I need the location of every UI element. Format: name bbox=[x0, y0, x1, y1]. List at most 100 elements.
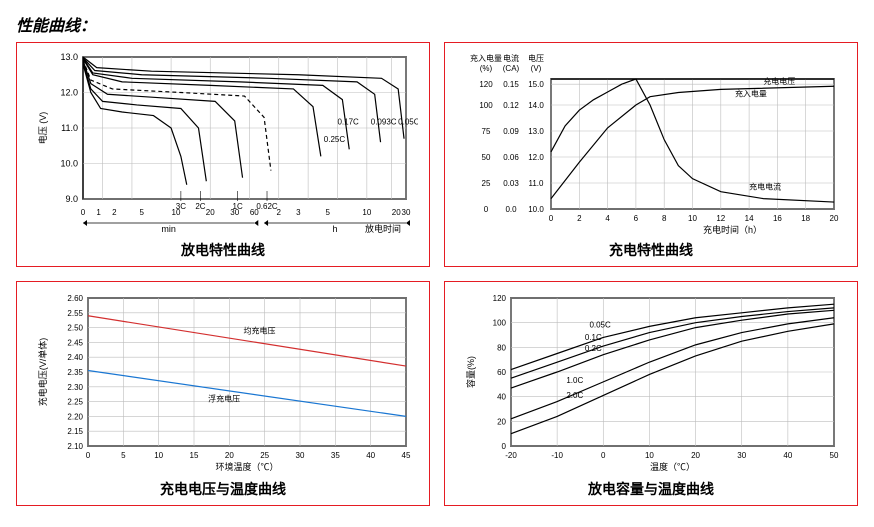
svg-text:15: 15 bbox=[190, 451, 199, 460]
svg-text:0.05C: 0.05C bbox=[398, 117, 418, 126]
svg-text:11.0: 11.0 bbox=[61, 123, 78, 133]
svg-text:1.0C: 1.0C bbox=[566, 376, 583, 385]
svg-text:5: 5 bbox=[325, 208, 330, 217]
svg-text:容量(%): 容量(%) bbox=[465, 356, 476, 388]
svg-text:2.60: 2.60 bbox=[67, 294, 83, 303]
svg-text:0: 0 bbox=[86, 451, 91, 460]
svg-text:30: 30 bbox=[296, 451, 305, 460]
svg-text:2C: 2C bbox=[195, 202, 205, 211]
svg-text:2.55: 2.55 bbox=[67, 309, 83, 318]
svg-text:30: 30 bbox=[230, 208, 239, 217]
svg-text:8: 8 bbox=[662, 214, 667, 223]
svg-text:2.20: 2.20 bbox=[67, 412, 83, 421]
svg-text:2: 2 bbox=[577, 214, 582, 223]
svg-text:10: 10 bbox=[172, 208, 181, 217]
svg-text:100: 100 bbox=[493, 319, 507, 328]
svg-text:9.0: 9.0 bbox=[65, 194, 78, 204]
svg-text:10: 10 bbox=[688, 214, 697, 223]
svg-text:浮充电压: 浮充电压 bbox=[208, 394, 240, 404]
panel-cap-temp: 020406080100120-20-1001020304050容量(%)温度（… bbox=[444, 281, 858, 506]
chart-charge: 充入电量(%)电流(CA)电压(V)00.010.0250.0311.0500.… bbox=[456, 49, 846, 234]
svg-text:5: 5 bbox=[140, 208, 145, 217]
chart-grid: 9.010.011.012.013.0电压 (V)3C2C1C0.62C0.25… bbox=[16, 42, 858, 506]
svg-text:温度（℃）: 温度（℃） bbox=[650, 461, 695, 472]
svg-text:10: 10 bbox=[362, 208, 371, 217]
svg-text:0: 0 bbox=[549, 214, 554, 223]
chart-cv-temp: 2.102.152.202.252.302.352.402.452.502.55… bbox=[28, 288, 418, 473]
svg-text:2.15: 2.15 bbox=[67, 427, 83, 436]
svg-text:充电电流: 充电电流 bbox=[749, 181, 781, 191]
svg-text:环境温度（℃）: 环境温度（℃） bbox=[215, 461, 278, 472]
svg-text:2.45: 2.45 bbox=[67, 338, 83, 347]
svg-text:10.0: 10.0 bbox=[528, 205, 544, 214]
svg-text:0.17C: 0.17C bbox=[337, 117, 359, 126]
svg-text:20: 20 bbox=[830, 214, 839, 223]
svg-text:50: 50 bbox=[830, 451, 839, 460]
svg-text:电流: 电流 bbox=[503, 53, 519, 63]
svg-text:0.12: 0.12 bbox=[503, 101, 519, 110]
svg-text:0.2C: 0.2C bbox=[585, 344, 602, 353]
svg-text:12: 12 bbox=[716, 214, 725, 223]
svg-text:0.05C: 0.05C bbox=[589, 321, 611, 330]
svg-text:12.0: 12.0 bbox=[528, 153, 544, 162]
svg-text:2: 2 bbox=[112, 208, 117, 217]
svg-text:min: min bbox=[161, 224, 176, 234]
svg-text:11.0: 11.0 bbox=[529, 179, 545, 188]
panel-discharge: 9.010.011.012.013.0电压 (V)3C2C1C0.62C0.25… bbox=[16, 42, 430, 267]
svg-text:4: 4 bbox=[605, 214, 610, 223]
svg-text:40: 40 bbox=[366, 451, 375, 460]
svg-text:电压 (V): 电压 (V) bbox=[37, 112, 48, 145]
panel-cv-temp: 2.102.152.202.252.302.352.402.452.502.55… bbox=[16, 281, 430, 506]
svg-text:充电时间（h）: 充电时间（h） bbox=[703, 224, 762, 234]
svg-text:25: 25 bbox=[482, 179, 491, 188]
svg-text:0.093C: 0.093C bbox=[371, 117, 397, 126]
svg-text:5: 5 bbox=[121, 451, 126, 460]
svg-text:2.10: 2.10 bbox=[67, 442, 83, 451]
svg-text:(V): (V) bbox=[531, 64, 542, 73]
svg-text:10: 10 bbox=[154, 451, 163, 460]
chart-cap-temp: 020406080100120-20-1001020304050容量(%)温度（… bbox=[456, 288, 846, 473]
svg-text:0.62C: 0.62C bbox=[256, 202, 278, 211]
svg-text:10.0: 10.0 bbox=[60, 159, 78, 169]
svg-text:2: 2 bbox=[277, 208, 282, 217]
svg-text:(CA): (CA) bbox=[503, 64, 520, 73]
svg-text:50: 50 bbox=[482, 153, 491, 162]
svg-text:2.50: 2.50 bbox=[67, 324, 83, 333]
svg-text:0: 0 bbox=[502, 442, 507, 451]
svg-text:6: 6 bbox=[634, 214, 639, 223]
svg-text:10: 10 bbox=[645, 451, 654, 460]
svg-text:0.09: 0.09 bbox=[503, 127, 519, 136]
svg-text:13.0: 13.0 bbox=[60, 52, 78, 62]
svg-text:0.25C: 0.25C bbox=[324, 135, 346, 144]
page-title: 性能曲线： bbox=[16, 12, 858, 36]
svg-text:-10: -10 bbox=[551, 451, 563, 460]
svg-text:0.0: 0.0 bbox=[505, 205, 517, 214]
caption-discharge: 放电特性曲线 bbox=[27, 240, 419, 260]
svg-text:40: 40 bbox=[783, 451, 792, 460]
svg-text:40: 40 bbox=[497, 393, 506, 402]
svg-text:0.15: 0.15 bbox=[503, 80, 519, 89]
svg-text:0.1C: 0.1C bbox=[585, 333, 602, 342]
svg-text:1: 1 bbox=[96, 208, 101, 217]
svg-text:60: 60 bbox=[250, 208, 259, 217]
svg-text:60: 60 bbox=[497, 368, 506, 377]
svg-text:12.0: 12.0 bbox=[60, 88, 78, 98]
svg-text:均充电压: 均充电压 bbox=[243, 326, 275, 336]
panel-charge: 充入电量(%)电流(CA)电压(V)00.010.0250.0311.0500.… bbox=[444, 42, 858, 267]
svg-text:(%): (%) bbox=[480, 64, 493, 73]
svg-text:充电电压(V/单体): 充电电压(V/单体) bbox=[37, 338, 48, 407]
svg-text:100: 100 bbox=[479, 101, 493, 110]
svg-text:80: 80 bbox=[497, 343, 506, 352]
svg-text:充电电压: 充电电压 bbox=[763, 76, 795, 86]
svg-text:电压: 电压 bbox=[528, 53, 544, 63]
svg-text:0: 0 bbox=[601, 451, 606, 460]
svg-text:35: 35 bbox=[331, 451, 340, 460]
svg-text:75: 75 bbox=[482, 127, 491, 136]
chart-discharge: 9.010.011.012.013.0电压 (V)3C2C1C0.62C0.25… bbox=[28, 49, 418, 234]
caption-cap-temp: 放电容量与温度曲线 bbox=[455, 479, 847, 499]
svg-text:30: 30 bbox=[737, 451, 746, 460]
svg-text:14: 14 bbox=[745, 214, 754, 223]
svg-text:2.0C: 2.0C bbox=[566, 391, 583, 400]
svg-text:20: 20 bbox=[225, 451, 234, 460]
svg-text:充入电量: 充入电量 bbox=[470, 53, 502, 63]
